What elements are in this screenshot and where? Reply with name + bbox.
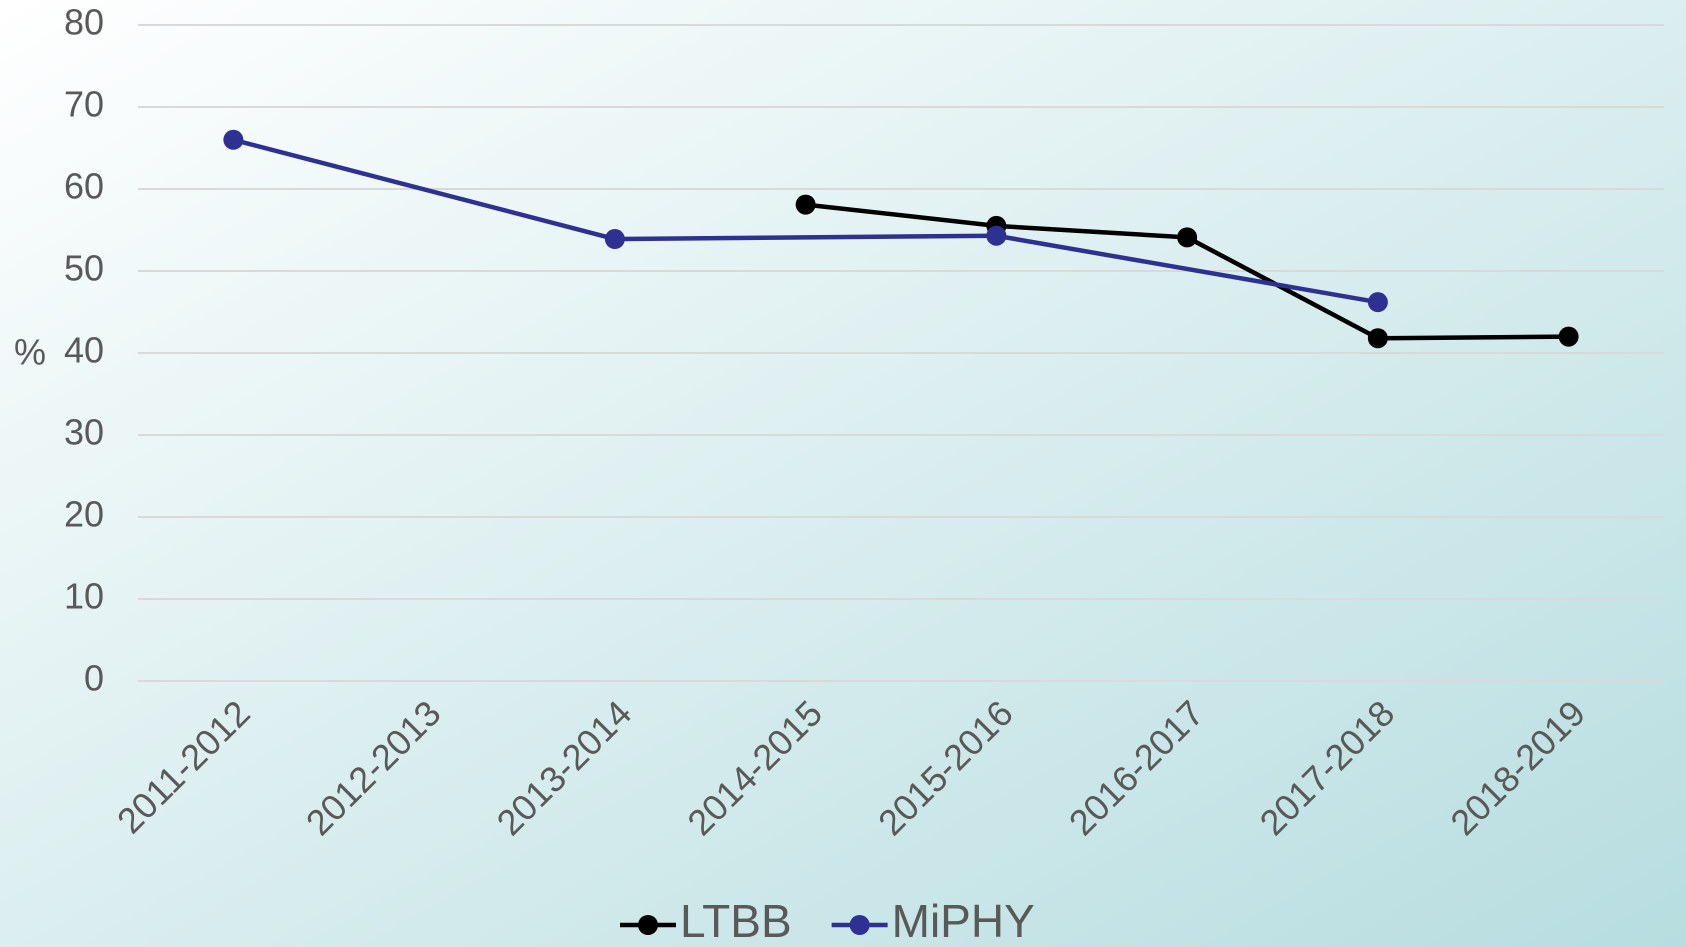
y-tick-label: 0 [84, 658, 104, 699]
y-tick-label: 60 [64, 166, 104, 207]
legend-label: MiPHY [892, 895, 1035, 947]
y-tick-label: 50 [64, 248, 104, 289]
point [986, 225, 1007, 246]
point [795, 194, 816, 215]
point [1177, 227, 1198, 248]
series-line [232, 137, 1379, 305]
y-tick-label: 40 [64, 330, 104, 371]
legend-label: LTBB [680, 895, 792, 947]
legend: LTBB MiPHY [620, 895, 1035, 947]
y-tick-label: 20 [64, 494, 104, 535]
legend-marker [849, 915, 870, 935]
point [1367, 328, 1388, 349]
legend-marker [638, 915, 658, 935]
y-axis-label: % [14, 332, 46, 373]
y-tick-label: 70 [64, 84, 104, 125]
y-tick-label: 10 [64, 576, 104, 617]
point [1367, 292, 1388, 313]
y-tick-label: 80 [64, 2, 104, 43]
y-tick-label: 30 [64, 412, 104, 453]
point [1558, 326, 1579, 347]
point [604, 229, 625, 250]
point [223, 129, 244, 150]
